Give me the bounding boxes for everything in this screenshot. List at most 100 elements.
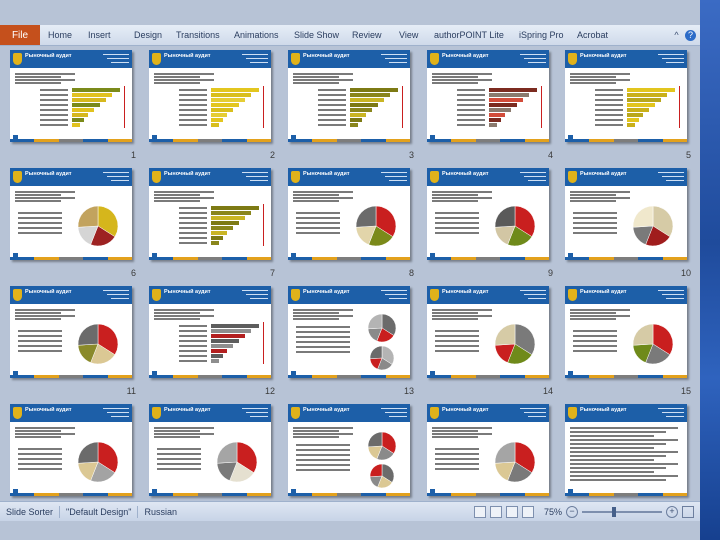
slide-sorter-icon[interactable]	[489, 506, 502, 518]
pie-slice	[494, 441, 516, 464]
tab-transitions[interactable]: Transitions	[176, 30, 220, 40]
tab-acrobat[interactable]: Acrobat	[577, 30, 609, 40]
bar	[489, 108, 511, 112]
help-icon[interactable]: ?	[685, 29, 696, 41]
slide-footer	[288, 486, 410, 496]
tab-animations[interactable]: Animations	[234, 30, 279, 40]
zoom-out-icon[interactable]: −	[566, 506, 578, 518]
slide-footer	[565, 132, 687, 142]
tab-insert[interactable]: Insert	[88, 30, 111, 40]
slide-header	[427, 168, 549, 186]
slide-number: 13	[403, 386, 414, 396]
footer-logo-icon	[152, 135, 157, 140]
slide-title: Рыночный аудит	[580, 171, 627, 177]
reading-view-icon[interactable]	[505, 506, 518, 518]
slide-title: Рыночный аудит	[303, 407, 350, 413]
slide-thumbnail[interactable]: Рыночный аудит	[427, 404, 549, 496]
pie-slice	[367, 313, 383, 330]
tab-authorpoint-lite[interactable]: authorPOINT Lite	[434, 30, 504, 40]
crest-icon	[13, 407, 22, 419]
slide-header	[149, 168, 271, 186]
slide-thumbnail[interactable]: Рыночный аудит	[565, 286, 687, 378]
bar	[211, 98, 245, 102]
tab-file[interactable]: File	[0, 25, 40, 45]
slide-thumbnail[interactable]: Рыночный аудит	[565, 168, 687, 260]
slide-thumbnail[interactable]: Рыночный аудит	[288, 404, 410, 496]
slide-thumbnail[interactable]: Рыночный аудит	[288, 168, 410, 260]
footer-logo-icon	[568, 253, 573, 258]
pie-slice	[77, 441, 99, 464]
ribbon-controls: ^ ?	[672, 29, 700, 41]
bar	[627, 108, 649, 112]
slide-thumbnail[interactable]: Рыночный аудит	[10, 168, 132, 260]
slide-header	[288, 286, 410, 304]
slide-thumbnail[interactable]: Рыночный аудит	[427, 50, 549, 142]
slide-title: Рыночный аудит	[442, 171, 489, 177]
slide-footer	[565, 486, 687, 496]
pie-slice	[216, 441, 238, 464]
slide-thumbnail[interactable]: Рыночный аудит	[288, 286, 410, 378]
slide-show-icon[interactable]	[521, 506, 534, 518]
bar	[350, 93, 390, 97]
slide-thumbnail[interactable]: Рыночный аудит	[10, 50, 132, 142]
slide-thumbnail[interactable]: Рыночный аудит	[149, 404, 271, 496]
slide-number: 5	[685, 150, 691, 160]
language[interactable]: Russian	[144, 507, 177, 517]
minimize-ribbon-icon[interactable]: ^	[674, 29, 679, 40]
tab-review[interactable]: Review	[352, 30, 382, 40]
footer-logo-icon	[430, 135, 435, 140]
slide-title: Рыночный аудит	[25, 53, 72, 59]
crest-icon	[430, 53, 439, 65]
slide-number: 9	[547, 268, 553, 278]
bar	[211, 206, 259, 210]
footer-logo-icon	[430, 253, 435, 258]
footer-logo-icon	[152, 489, 157, 494]
tab-home[interactable]: Home	[48, 30, 73, 40]
tab-slide-show[interactable]: Slide Show	[294, 30, 340, 40]
slide-number: 2	[269, 150, 275, 160]
zoom-slider[interactable]	[582, 507, 662, 517]
slide-thumbnail[interactable]: Рыночный аудит	[288, 50, 410, 142]
slide-thumbnail[interactable]: Рыночный аудит	[149, 286, 271, 378]
zoom-slider-thumb[interactable]	[612, 507, 616, 517]
slide-header	[565, 168, 687, 186]
pie-slice	[367, 431, 383, 448]
slide-title: Рыночный аудит	[580, 289, 627, 295]
slide-thumbnail[interactable]: Рыночный аудит	[149, 168, 271, 260]
slide-thumbnail[interactable]: Рыночный аудит	[10, 286, 132, 378]
view-zoom-controls: 75% − +	[473, 506, 700, 518]
pie-slice	[77, 323, 99, 346]
slide-footer	[10, 250, 132, 260]
bar	[489, 88, 537, 92]
slide-thumbnail[interactable]: Рыночный аудит	[565, 404, 687, 496]
tab-ispring-pro[interactable]: iSpring Pro	[519, 30, 564, 40]
fit-to-window-icon[interactable]	[682, 506, 694, 518]
bar	[211, 236, 223, 240]
slide-number: 6	[130, 268, 136, 278]
slide-number: 7	[269, 268, 275, 278]
pie-slice	[632, 205, 654, 228]
slide-number: 8	[408, 268, 414, 278]
bar	[211, 344, 233, 348]
normal-view-icon[interactable]	[473, 506, 486, 518]
slide-thumbnail[interactable]: Рыночный аудит	[427, 286, 549, 378]
slide-thumbnail[interactable]: Рыночный аудит	[565, 50, 687, 142]
zoom-level[interactable]: 75%	[543, 507, 562, 517]
tab-design[interactable]: Design	[134, 30, 163, 40]
slide-thumbnail[interactable]: Рыночный аудит	[427, 168, 549, 260]
zoom-in-icon[interactable]: +	[666, 506, 678, 518]
slide-title: Рыночный аудит	[25, 289, 72, 295]
footer-logo-icon	[291, 253, 296, 258]
slide-footer	[288, 368, 410, 378]
slide-thumbnail[interactable]: Рыночный аудит	[149, 50, 271, 142]
crest-icon	[13, 53, 22, 65]
crest-icon	[152, 53, 161, 65]
crest-icon	[430, 407, 439, 419]
slide-thumbnail[interactable]: Рыночный аудит	[10, 404, 132, 496]
slide-header	[149, 286, 271, 304]
bar	[489, 98, 523, 102]
slide-header	[427, 50, 549, 68]
tab-view[interactable]: View	[399, 30, 419, 40]
bar	[211, 93, 251, 97]
bar	[211, 216, 245, 220]
